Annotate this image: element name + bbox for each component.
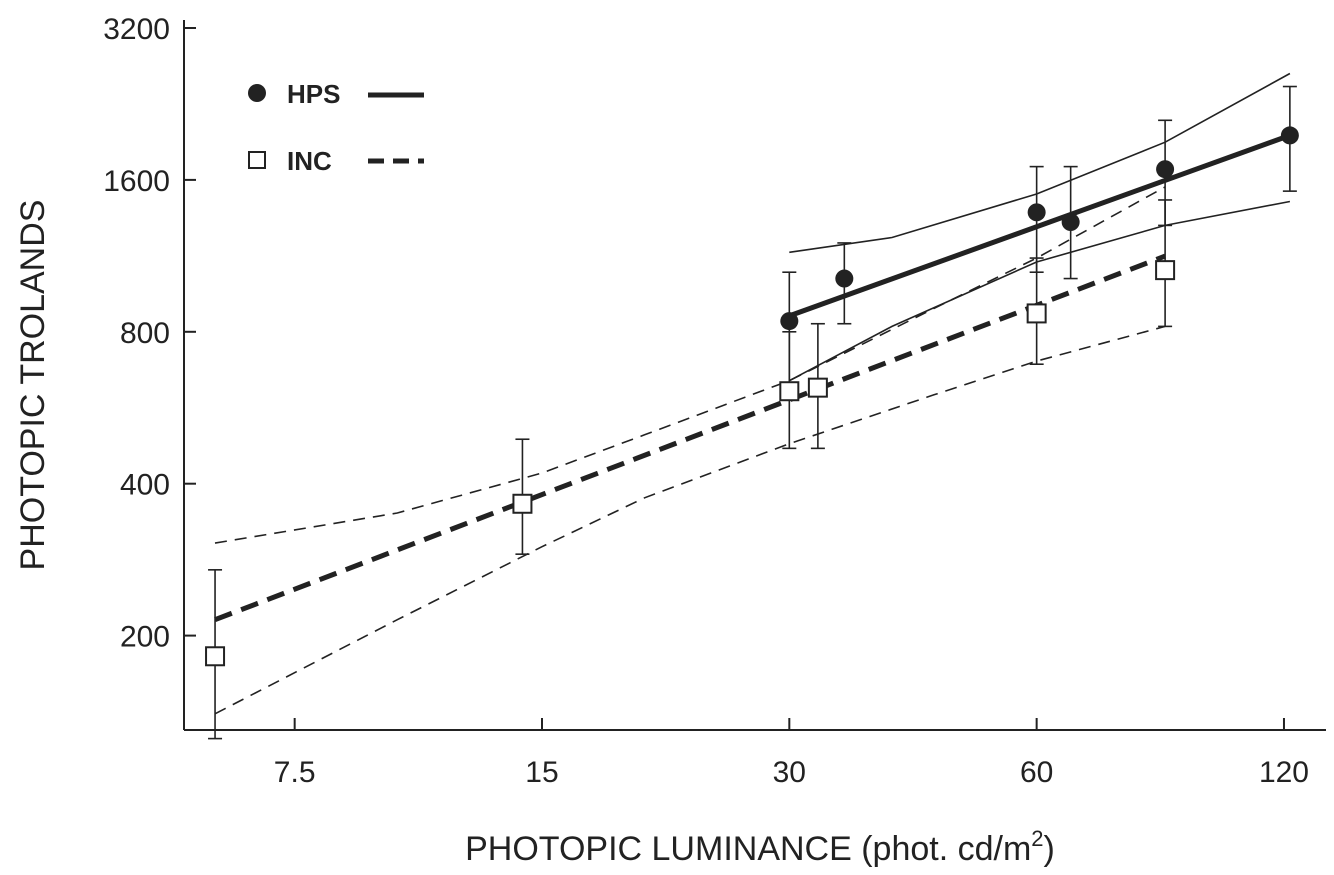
data-markers: [205, 126, 1299, 667]
x-tick-label: 60: [1020, 756, 1053, 789]
y-tick-label: 1600: [103, 165, 170, 198]
inc-point: [512, 493, 533, 514]
x-axis-title: PHOTOPIC LUMINANCE (phot. cd/m2): [465, 826, 1055, 868]
inc-point: [1026, 303, 1047, 324]
ticks: 200 400 800 1600 3200 7.5 15 30 60 120: [103, 13, 1309, 789]
fit-lines: [214, 133, 1291, 623]
legend-item-hps: HPS: [248, 79, 424, 109]
x-tick-label: 30: [773, 756, 806, 789]
legend-item-inc: INC: [248, 146, 424, 176]
x-tick-label: 15: [525, 756, 558, 789]
x-tick-label: 7.5: [274, 756, 316, 789]
hps-fit-line: [788, 133, 1291, 319]
confidence-bands: [214, 72, 1291, 715]
y-tick-label: 400: [120, 469, 170, 502]
y-tick-label: 200: [120, 621, 170, 654]
hps-point: [835, 269, 854, 288]
hps-point: [1280, 126, 1299, 145]
y-tick-label: 3200: [103, 13, 170, 46]
hps-point: [780, 312, 799, 331]
inc-point: [1155, 260, 1176, 281]
axes: [183, 20, 1326, 731]
inc-fit-line: [214, 253, 1166, 623]
y-axis-title: PHOTOPIC TROLANDS: [14, 200, 52, 571]
hps-point: [1027, 203, 1046, 222]
x-tick-label: 120: [1259, 756, 1309, 789]
inc-point: [779, 381, 800, 402]
inc-point: [205, 646, 226, 667]
legend-inc-marker: [248, 151, 266, 169]
y-tick-label: 800: [120, 317, 170, 350]
legend-inc-label: INC: [287, 146, 332, 176]
hps-point: [1156, 160, 1175, 179]
inc-band-upper: [214, 186, 1166, 544]
hps-point: [1061, 213, 1080, 232]
legend-hps-marker: [248, 84, 266, 102]
legend: HPS INC: [248, 79, 424, 176]
legend-hps-label: HPS: [287, 79, 340, 109]
inc-point: [807, 377, 828, 398]
